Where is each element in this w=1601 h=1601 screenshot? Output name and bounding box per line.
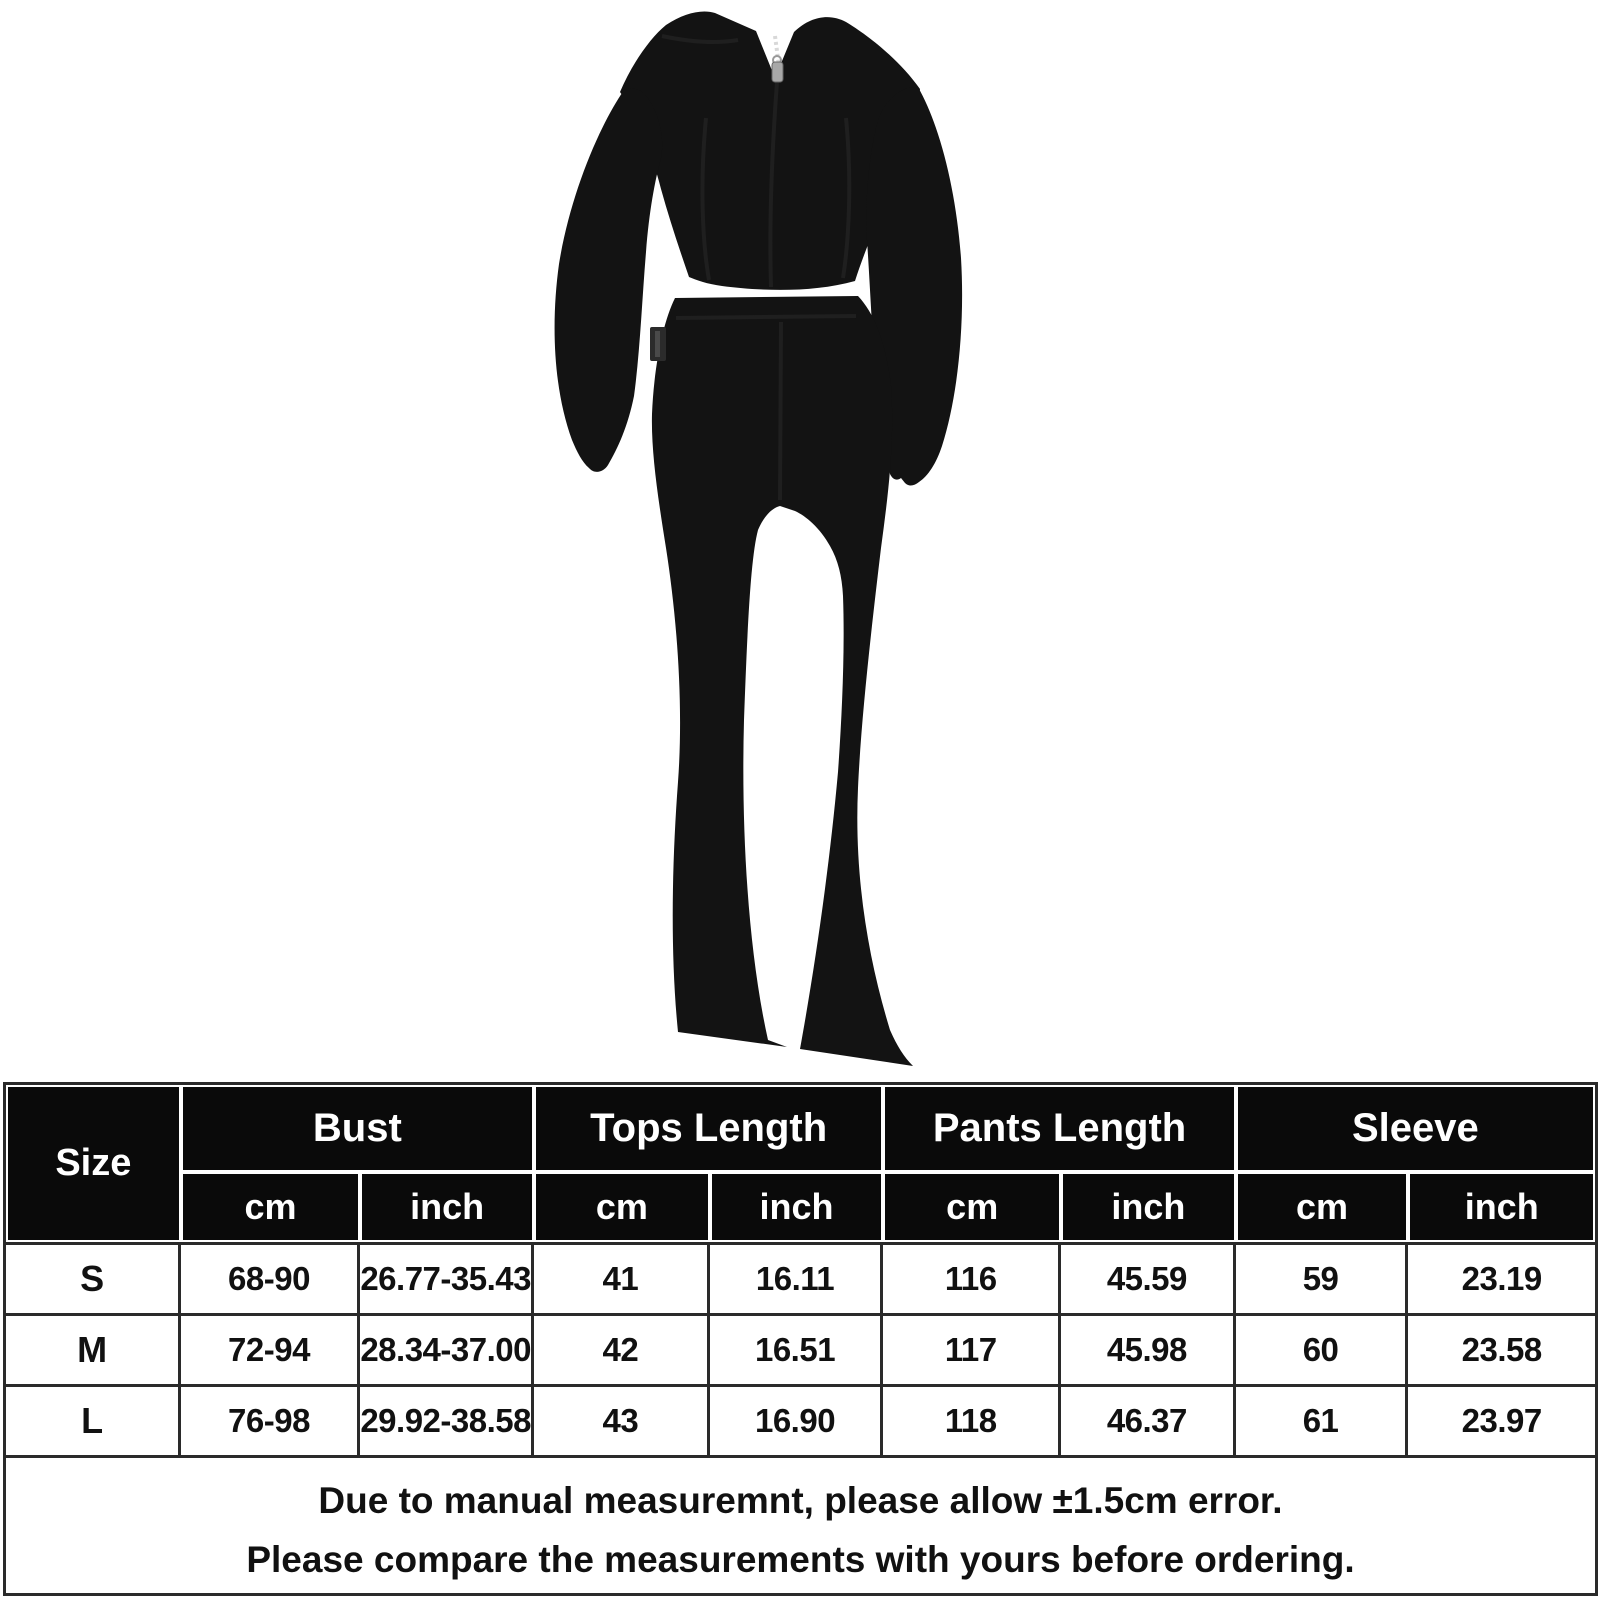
header-pants-length: Pants Length [883, 1085, 1236, 1172]
row-l-sleeve-cm: 61 [1235, 1384, 1409, 1455]
row-l-bust-inch: 29.92-38.58 [360, 1384, 534, 1455]
header-sleeve: Sleeve [1235, 1085, 1595, 1172]
unit-bust-cm: cm [180, 1172, 361, 1242]
measurement-note: Due to manual measuremnt, please allow ±… [6, 1455, 1595, 1593]
row-m-tops-inch: 16.51 [709, 1313, 884, 1384]
row-s-bust-inch: 26.77-35.43 [360, 1242, 534, 1313]
row-m-sleeve-cm: 60 [1235, 1313, 1409, 1384]
note-line-1: Due to manual measuremnt, please allow ±… [318, 1480, 1283, 1522]
row-l-pants-cm: 118 [883, 1384, 1062, 1455]
pants-shape [651, 296, 913, 1066]
note-line-2: Please compare the measurements with you… [246, 1538, 1355, 1580]
header-size: Size [6, 1085, 181, 1242]
tracksuit-silhouette-graphic [554, 11, 963, 1066]
row-s-pants-cm: 116 [883, 1242, 1062, 1313]
zipper-icon [771, 35, 784, 83]
unit-pants-cm: cm [883, 1172, 1062, 1242]
row-s-size: S [6, 1242, 181, 1313]
hip-tag [650, 327, 666, 361]
row-m-pants-inch: 45.98 [1061, 1313, 1236, 1384]
unit-tops-inch: inch [709, 1172, 884, 1242]
garment-seams [661, 34, 857, 501]
row-s-tops-inch: 16.11 [709, 1242, 884, 1313]
row-m-bust-inch: 28.34-37.00 [360, 1313, 534, 1384]
unit-pants-inch: inch [1061, 1172, 1236, 1242]
unit-bust-inch: inch [360, 1172, 534, 1242]
header-bust: Bust [180, 1085, 534, 1172]
row-l-size: L [6, 1384, 181, 1455]
row-s-bust-cm: 68-90 [180, 1242, 361, 1313]
unit-tops-cm: cm [534, 1172, 710, 1242]
row-l-pants-inch: 46.37 [1061, 1384, 1236, 1455]
row-s-tops-cm: 41 [534, 1242, 710, 1313]
header-tops-length: Tops Length [534, 1085, 884, 1172]
row-m-sleeve-inch: 23.58 [1408, 1313, 1595, 1384]
row-s-sleeve-inch: 23.19 [1408, 1242, 1595, 1313]
row-s-pants-inch: 45.59 [1061, 1242, 1236, 1313]
jacket-left-sleeve-shape [554, 88, 663, 472]
row-m-tops-cm: 42 [534, 1313, 710, 1384]
row-m-bust-cm: 72-94 [180, 1313, 361, 1384]
size-chart-grid: Size Bust Tops Length Pants Length Sleev… [6, 1085, 1595, 1455]
row-m-pants-cm: 117 [883, 1313, 1062, 1384]
unit-sleeve-inch: inch [1408, 1172, 1595, 1242]
size-chart-table: Size Bust Tops Length Pants Length Sleev… [3, 1082, 1598, 1596]
row-l-tops-inch: 16.90 [709, 1384, 884, 1455]
row-l-sleeve-inch: 23.97 [1408, 1384, 1595, 1455]
row-l-bust-cm: 76-98 [180, 1384, 361, 1455]
row-s-sleeve-cm: 59 [1235, 1242, 1409, 1313]
product-photo [554, 11, 963, 1066]
unit-sleeve-cm: cm [1235, 1172, 1409, 1242]
row-l-tops-cm: 43 [534, 1384, 710, 1455]
row-m-size: M [6, 1313, 181, 1384]
jacket-torso-shape [620, 11, 920, 290]
